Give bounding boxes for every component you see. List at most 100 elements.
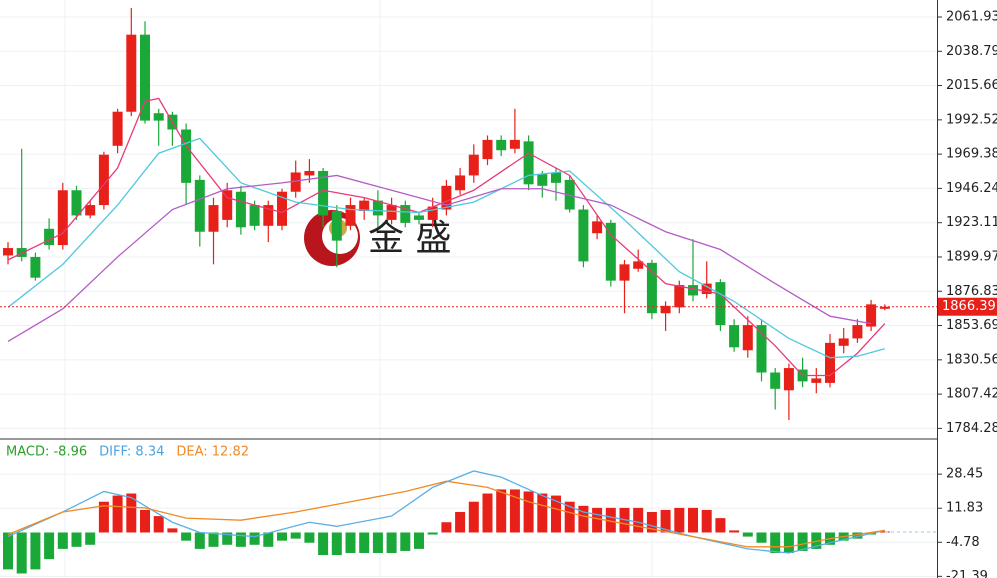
candle-body xyxy=(441,185,452,210)
candle-body xyxy=(770,372,781,389)
candle-body xyxy=(235,191,246,228)
candle-body xyxy=(551,172,561,183)
candle-body xyxy=(16,248,27,257)
y-tick-label: -4.78 xyxy=(946,535,980,550)
macd-bar xyxy=(605,507,616,533)
macd-bar xyxy=(783,532,794,553)
candle-body xyxy=(181,129,192,183)
macd-bar xyxy=(729,530,740,533)
macd-bar xyxy=(98,501,109,533)
macd-bar xyxy=(57,532,68,549)
candle-body xyxy=(619,264,630,281)
macd-bar xyxy=(455,511,466,533)
macd-bar xyxy=(441,522,452,533)
macd-bar xyxy=(386,532,397,553)
candle-body xyxy=(318,170,329,216)
y-tick-label: 1923.11 xyxy=(946,215,997,230)
candle-body xyxy=(701,283,712,294)
macd-bar xyxy=(797,532,808,551)
watermark-text: 金 盛 xyxy=(368,218,451,259)
y-tick-label: 2015.66 xyxy=(946,78,997,93)
macd-bar xyxy=(153,516,164,533)
macd-bar xyxy=(537,493,548,533)
ma-line xyxy=(7,174,872,342)
candle-body xyxy=(578,209,589,262)
macd-bar xyxy=(112,495,123,533)
macd-bar xyxy=(523,491,534,533)
macd-bar xyxy=(400,532,411,551)
macd-bar xyxy=(318,532,329,556)
candle-body xyxy=(715,282,726,326)
macd-bar xyxy=(742,532,753,537)
macd-bar xyxy=(578,505,589,533)
candle-body xyxy=(85,205,96,216)
candle-body xyxy=(783,368,794,391)
candle-body xyxy=(729,325,740,348)
y-tick-label: 2038.79 xyxy=(946,44,997,59)
candle-body xyxy=(359,200,370,211)
candle-body xyxy=(414,215,424,220)
macd-bar xyxy=(414,532,424,549)
candle-body xyxy=(592,221,603,234)
candle-body xyxy=(386,205,397,220)
macd-bar xyxy=(194,532,205,549)
macd-bar xyxy=(85,532,96,545)
candle-body xyxy=(509,139,520,149)
candle-body xyxy=(605,222,616,281)
ma-line xyxy=(7,137,885,359)
candle-body xyxy=(345,205,356,226)
macd-bar xyxy=(71,532,82,547)
candle-body xyxy=(126,34,137,112)
y-tick-label: 1992.52 xyxy=(946,112,997,127)
macd-bar xyxy=(30,532,41,570)
candle-body xyxy=(455,175,466,191)
diff-line xyxy=(7,470,885,554)
legend: MACD: -8.96 DIFF: 8.34 DEA: 12.82 xyxy=(6,445,249,460)
candle-body xyxy=(44,228,55,246)
legend-item: DIFF: 8.34 xyxy=(99,445,164,460)
macd-bar xyxy=(770,532,781,553)
y-tick-label: 1969.38 xyxy=(946,147,997,162)
macd-bar xyxy=(277,532,287,541)
macd-bar xyxy=(633,507,644,533)
candle-body xyxy=(263,205,274,226)
macd-bar xyxy=(509,489,520,533)
macd-bar xyxy=(3,532,13,570)
candle-body xyxy=(646,262,657,314)
candle-body xyxy=(811,378,822,383)
macd-bar xyxy=(811,532,822,549)
candle-body xyxy=(57,190,68,246)
macd-bar xyxy=(222,532,233,545)
candle-body xyxy=(304,170,315,176)
candle-body xyxy=(496,139,507,151)
macd-bar xyxy=(331,532,342,556)
macd-bar xyxy=(468,501,479,533)
candle-body xyxy=(879,306,890,309)
plot: 2061.93 2038.79 2015.66 1992.52 1969.38 1946.… xyxy=(0,8,997,578)
macd-bar xyxy=(564,501,575,533)
candle-body xyxy=(400,205,411,223)
candle-body xyxy=(633,261,644,269)
macd-bar xyxy=(359,532,370,553)
candle-body xyxy=(372,200,383,216)
last-price-box xyxy=(938,297,997,316)
candle-body xyxy=(756,325,767,373)
y-tick-label: 1807.42 xyxy=(946,387,997,402)
candle-body xyxy=(222,190,233,220)
dea-line xyxy=(7,480,885,548)
macd-bar xyxy=(167,528,178,533)
candle-body xyxy=(523,141,534,185)
candle-body xyxy=(112,111,123,146)
candle-body xyxy=(674,285,685,308)
candle-body xyxy=(688,285,698,296)
macd-bar xyxy=(496,489,507,533)
macd-bar xyxy=(660,509,671,533)
candle-body xyxy=(98,154,109,206)
macd-bar xyxy=(551,495,561,533)
y-tick-label: 28.45 xyxy=(946,467,983,482)
macd-bar xyxy=(16,532,27,574)
y-tick-label: 11.83 xyxy=(946,501,983,516)
macd-bar xyxy=(235,532,246,547)
